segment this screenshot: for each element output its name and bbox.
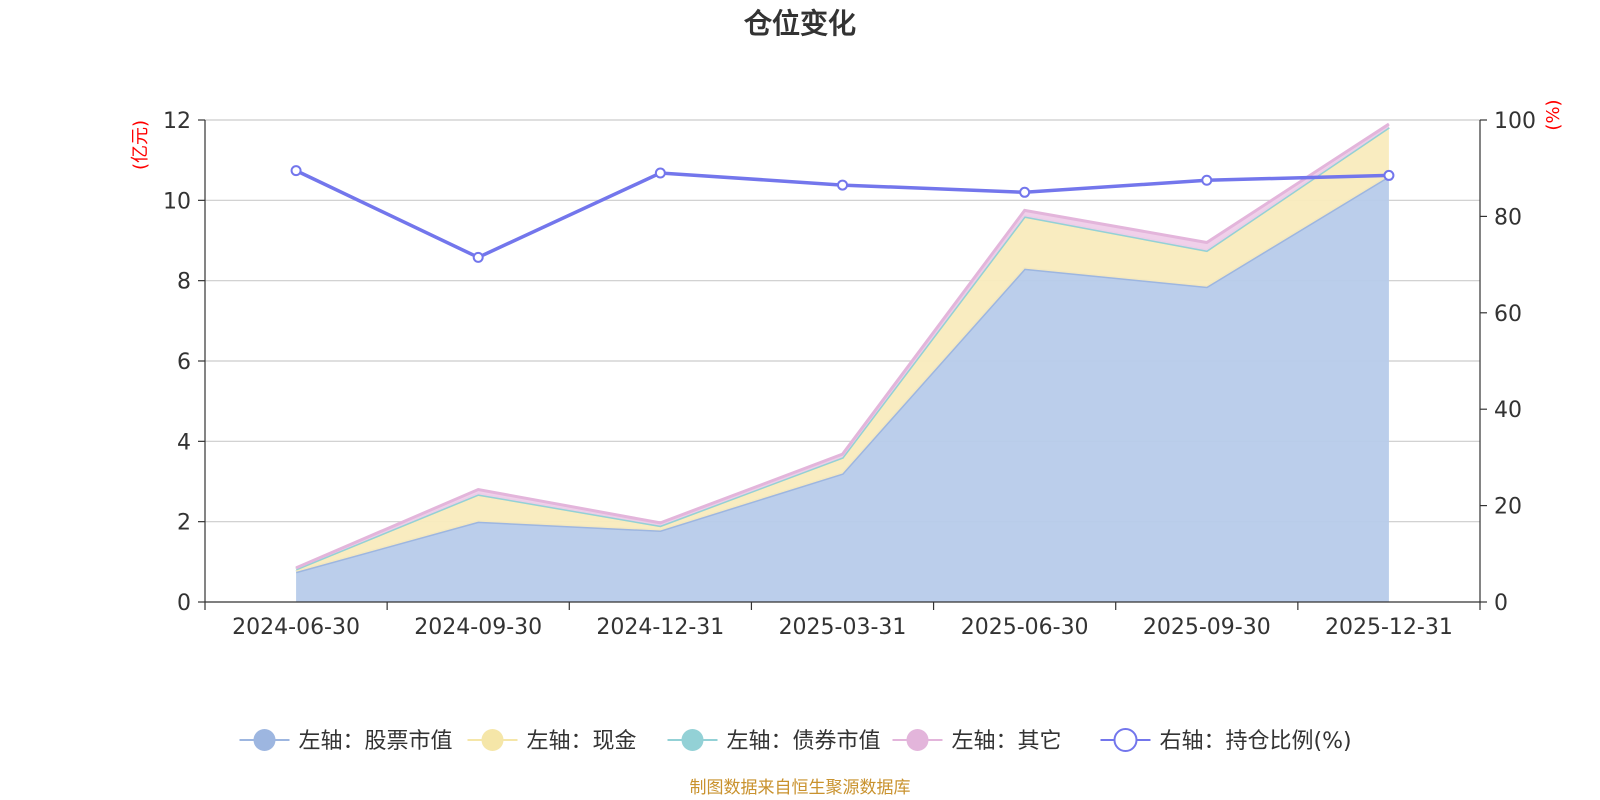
legend-item: 左轴：现金 [467, 729, 637, 754]
ratio-point [1019, 186, 1031, 198]
area-edge-左轴：其它 [295, 122, 1390, 570]
ratio-point [1201, 174, 1213, 186]
legend-label: 左轴：股票市值 [299, 729, 453, 754]
legend-label: 左轴：其它 [952, 729, 1062, 754]
x-axis-tick-label: 2024-12-31 [596, 615, 724, 640]
x-axis-tick-label: 2025-12-31 [1325, 615, 1453, 640]
x-axis-tick-label: 2025-06-30 [961, 615, 1089, 640]
right-axis-tick-label: 20 [1494, 495, 1522, 520]
legend-label: 左轴：现金 [527, 729, 637, 754]
left-axis-tick-label: 8 [177, 270, 191, 295]
right-axis-tick-label: 60 [1494, 302, 1522, 327]
right-axis-tick-label: 80 [1494, 205, 1522, 230]
x-axis-tick-label: 2025-03-31 [779, 615, 907, 640]
legend-marker [253, 729, 276, 751]
right-axis-tick-label: 0 [1494, 591, 1508, 616]
legend-marker [1113, 728, 1138, 752]
chart-title: 仓位变化 [744, 7, 856, 40]
legend-item: 右轴：持仓比例(%) [1100, 728, 1352, 754]
right-axis-tick-label: 40 [1494, 398, 1522, 423]
legend-item: 左轴：股票市值 [239, 729, 453, 754]
legend-marker [481, 729, 504, 751]
area-edge-左轴：股票市值 [295, 174, 1390, 574]
legend-item: 左轴：其它 [892, 729, 1062, 754]
ratio-point [290, 165, 302, 177]
axes: 0 2 4 6 8 10 12 0 20 40 60 80 100 2024-06-30 2024-09-3… [163, 109, 1536, 640]
legend-marker [681, 729, 704, 751]
left-axis-tick-label: 2 [177, 511, 191, 536]
left-axis-unit: (亿元) [130, 120, 151, 170]
x-axis-tick-label: 2025-09-30 [1143, 615, 1271, 640]
left-axis-tick-label: 0 [177, 591, 191, 616]
ratio-point [1383, 169, 1395, 181]
ratio-point [654, 167, 666, 179]
left-axis-tick-label: 6 [177, 350, 191, 375]
area-左轴：股票市值 [296, 176, 1389, 602]
left-axis-tick-label: 10 [163, 189, 191, 214]
x-axis-tick-label: 2024-09-30 [414, 615, 542, 640]
left-axis-tick-label: 12 [163, 109, 191, 134]
right-axis-tick-label: 100 [1494, 109, 1536, 134]
data-source-note: 制图数据来自恒生聚源数据库 [690, 778, 911, 798]
ratio-line-series [290, 165, 1395, 263]
ratio-point [472, 251, 484, 263]
left-axis-tick-label: 4 [177, 430, 191, 455]
area-series [295, 122, 1390, 602]
legend-marker [906, 729, 929, 751]
x-axis-tick-label: 2024-06-30 [232, 615, 360, 640]
legend-label: 右轴：持仓比例(%) [1160, 729, 1352, 754]
right-axis-unit: (%) [1543, 99, 1564, 130]
legend: 左轴：股票市值 左轴：现金 左轴：债券市值 左轴：其它 右轴：持仓比例(%) [239, 728, 1352, 754]
area-左轴：现金 [296, 127, 1389, 572]
ratio-point [837, 179, 848, 191]
legend-item: 左轴：债券市值 [667, 729, 881, 754]
legend-label: 左轴：债券市值 [727, 729, 881, 754]
